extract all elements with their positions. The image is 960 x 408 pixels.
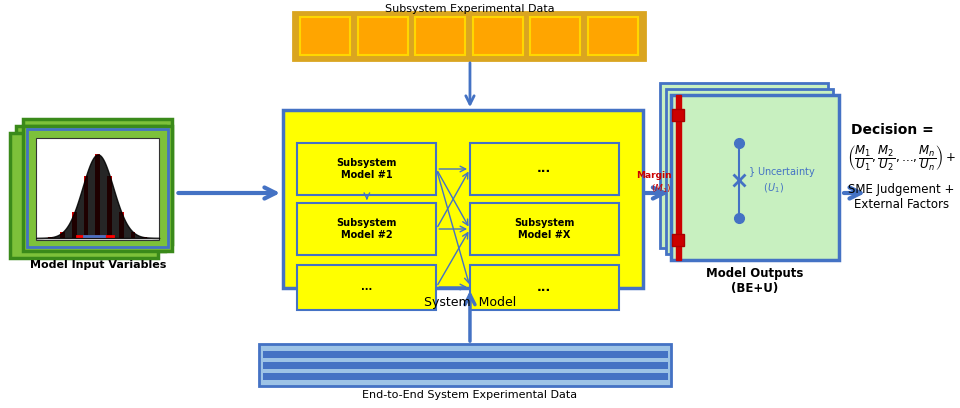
Text: Subsystem
Model #X: Subsystem Model #X	[515, 218, 574, 240]
Bar	[298, 203, 437, 255]
Bar	[259, 344, 671, 386]
Bar	[72, 212, 77, 238]
Text: Subsystem
Model #1: Subsystem Model #1	[337, 158, 397, 180]
Text: Margin
$(M_1)$: Margin $(M_1)$	[636, 171, 671, 195]
Text: Subsystem Experimental Data: Subsystem Experimental Data	[385, 4, 555, 14]
Text: End-to-End System Experimental Data: End-to-End System Experimental Data	[363, 390, 578, 400]
Text: $\}$ Uncertainty
     $(U_1)$: $\}$ Uncertainty $(U_1)$	[748, 165, 816, 195]
Text: Model Outputs
(BE+U): Model Outputs (BE+U)	[707, 267, 804, 295]
Text: ...: ...	[361, 282, 372, 293]
Text: $\left(\dfrac{M_1}{U_1},\dfrac{M_2}{U_2},\ldots,\dfrac{M_n}{U_n}\right)+$: $\left(\dfrac{M_1}{U_1},\dfrac{M_2}{U_2}…	[847, 143, 956, 173]
Bar	[298, 265, 437, 310]
Bar	[671, 95, 839, 260]
Bar	[263, 351, 667, 358]
Bar	[358, 17, 408, 55]
Text: ...: ...	[538, 162, 551, 175]
Bar	[27, 129, 168, 247]
Bar	[298, 143, 437, 195]
Bar	[263, 373, 667, 380]
Bar	[108, 175, 112, 238]
Bar	[676, 95, 681, 260]
Bar	[293, 12, 645, 60]
Bar	[470, 203, 618, 255]
Bar	[60, 232, 65, 238]
Text: Decision =: Decision =	[851, 123, 933, 137]
Bar	[283, 110, 642, 288]
Bar	[95, 154, 100, 238]
Bar	[300, 17, 350, 55]
Text: External Factors: External Factors	[854, 198, 949, 211]
Text: SME Judgement +: SME Judgement +	[849, 183, 955, 196]
Bar	[588, 17, 637, 55]
Text: Model Input Variables: Model Input Variables	[30, 260, 166, 270]
Bar	[16, 126, 165, 251]
Text: System  Model: System Model	[424, 296, 516, 309]
Bar	[470, 143, 618, 195]
Bar	[473, 17, 522, 55]
Bar	[660, 83, 828, 248]
Bar	[23, 119, 172, 244]
Bar	[131, 232, 135, 238]
Bar	[142, 237, 147, 238]
Bar	[671, 95, 839, 260]
Bar	[10, 133, 158, 258]
Bar	[530, 17, 580, 55]
Bar	[119, 212, 124, 238]
Bar	[23, 126, 172, 251]
Text: Subsystem
Model #2: Subsystem Model #2	[337, 218, 397, 240]
Bar	[416, 17, 466, 55]
Bar	[263, 362, 667, 369]
Bar	[36, 138, 159, 240]
Bar	[48, 237, 53, 238]
Bar	[470, 265, 618, 310]
Text: ...: ...	[538, 281, 551, 294]
Bar	[84, 175, 88, 238]
Bar	[665, 89, 833, 254]
